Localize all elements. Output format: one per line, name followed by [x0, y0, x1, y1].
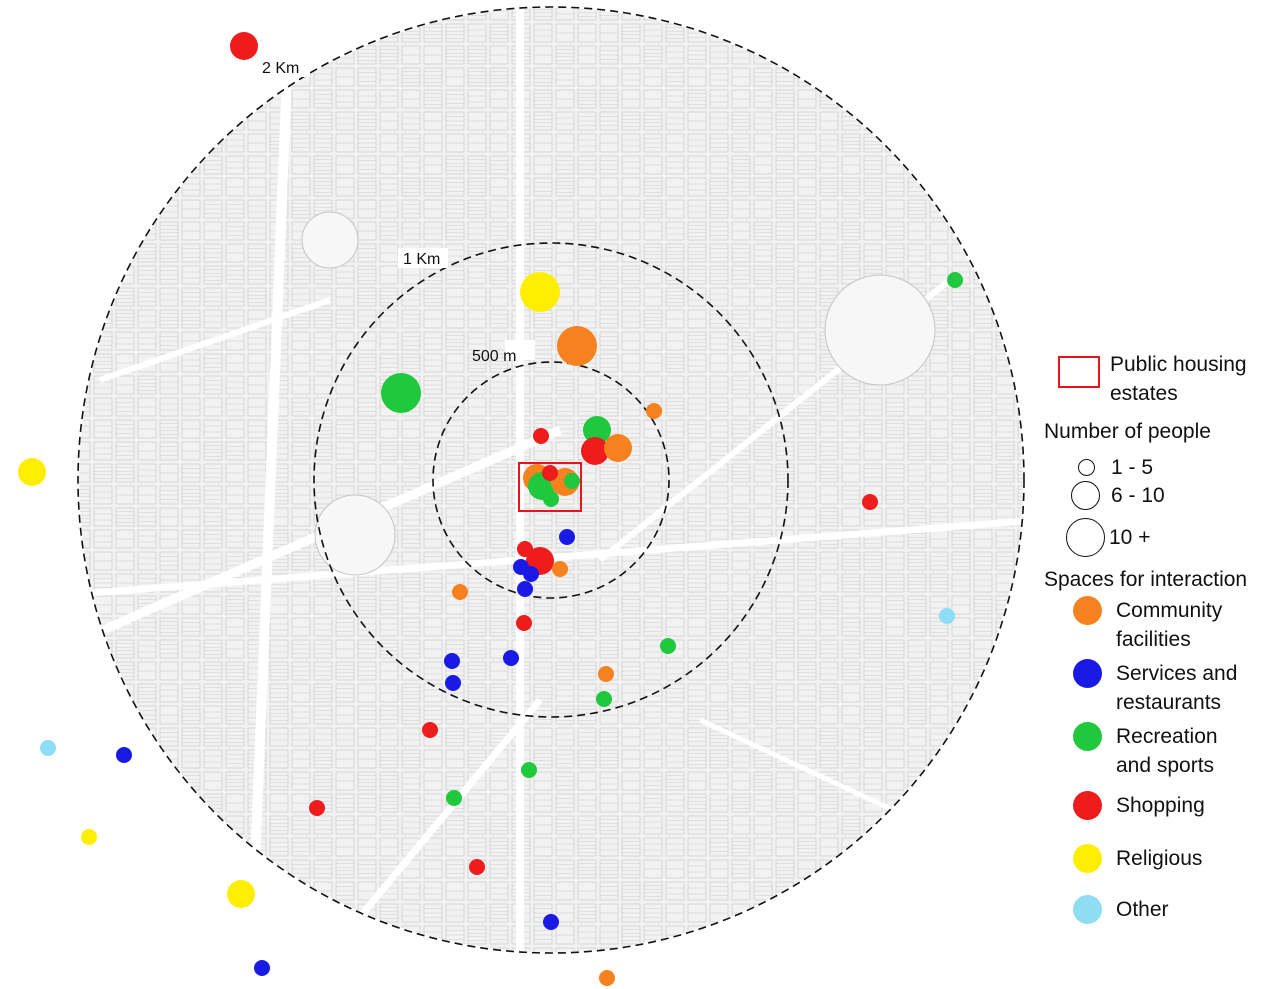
- shopping-point: [516, 615, 532, 631]
- distance-rings: [77, 6, 1025, 954]
- shopping-point: [309, 800, 325, 816]
- community-label: Community facilities: [1116, 599, 1223, 651]
- community-point: [452, 584, 468, 600]
- services-point: [517, 581, 533, 597]
- size-legend-large: 10 +: [1066, 518, 1150, 557]
- services-swatch: [1073, 659, 1102, 688]
- shopping-point: [230, 32, 258, 60]
- recreation-point: [564, 473, 580, 489]
- size-label-medium: 6 - 10: [1111, 484, 1165, 507]
- services-point: [503, 650, 519, 666]
- recreation-point: [596, 691, 612, 707]
- ring-label-2km: 2 Km: [262, 60, 299, 77]
- community-point: [599, 970, 615, 986]
- services-label: Services and restaurants: [1116, 662, 1238, 714]
- legend-religious: Religious: [1073, 844, 1202, 873]
- other-label: Other: [1116, 898, 1169, 921]
- legend-other: Other: [1073, 895, 1169, 924]
- religious-point: [227, 880, 255, 908]
- services-point: [523, 566, 539, 582]
- legend-services: Services and restaurants: [1073, 659, 1266, 717]
- recreation-point: [543, 491, 559, 507]
- legend-community: Community facilities: [1073, 596, 1256, 654]
- ring-500m: [432, 361, 670, 599]
- community-point: [598, 666, 614, 682]
- recreation-label: Recreation and sports: [1116, 725, 1218, 777]
- services-point: [116, 747, 132, 763]
- shopping-point: [422, 722, 438, 738]
- size-label-large: 10 +: [1109, 526, 1151, 549]
- services-point: [559, 529, 575, 545]
- recreation-point: [381, 373, 421, 413]
- community-point: [557, 326, 597, 366]
- recreation-swatch: [1073, 722, 1102, 751]
- community-point: [604, 434, 632, 462]
- housing-label: Public housing estates: [1110, 353, 1247, 405]
- ring-label-1km: 1 Km: [403, 251, 440, 268]
- religious-point: [18, 458, 46, 486]
- people-title: Number of people: [1044, 420, 1211, 443]
- size-legend-small: 1 - 5: [1078, 453, 1153, 482]
- ring-1km: [313, 242, 789, 718]
- recreation-point: [446, 790, 462, 806]
- ring-label-500m: 500 m: [472, 348, 516, 365]
- points-layer: [18, 32, 963, 986]
- shopping-label: Shopping: [1116, 794, 1205, 817]
- size-label-small: 1 - 5: [1111, 456, 1154, 479]
- community-swatch: [1073, 596, 1102, 625]
- legend-recreation: Recreation and sports: [1073, 722, 1256, 780]
- recreation-point: [521, 762, 537, 778]
- religious-label: Religious: [1116, 847, 1203, 870]
- community-point: [552, 561, 568, 577]
- recreation-point: [660, 638, 676, 654]
- legend-housing: Public housing estates: [1040, 350, 1270, 408]
- size-circle-small: [1078, 459, 1095, 476]
- shopping-point: [533, 428, 549, 444]
- shopping-point: [469, 859, 485, 875]
- housing-box-swatch: [1058, 356, 1100, 388]
- shopping-swatch: [1073, 791, 1102, 820]
- spaces-title: Spaces for interaction: [1044, 568, 1248, 591]
- size-circle-large: [1066, 518, 1105, 557]
- religious-swatch: [1073, 844, 1102, 873]
- religious-point: [520, 272, 560, 312]
- map-canvas: 500 m 1 Km 2 Km: [18, 6, 1025, 986]
- size-circle-medium: [1071, 481, 1100, 510]
- recreation-point: [947, 272, 963, 288]
- other-point: [939, 608, 955, 624]
- shopping-point: [581, 437, 609, 465]
- size-legend-medium: 6 - 10: [1071, 481, 1165, 510]
- ring-2km: [77, 6, 1025, 954]
- religious-point: [81, 829, 97, 845]
- shopping-point: [542, 465, 558, 481]
- legend-shopping: Shopping: [1073, 791, 1205, 820]
- services-point: [254, 960, 270, 976]
- services-point: [445, 675, 461, 691]
- shopping-point: [862, 494, 878, 510]
- other-point: [40, 740, 56, 756]
- services-point: [543, 914, 559, 930]
- other-swatch: [1073, 895, 1102, 924]
- public-housing-estate-marker: [518, 462, 582, 512]
- services-point: [444, 653, 460, 669]
- recreation-point: [583, 416, 611, 444]
- community-point: [646, 403, 662, 419]
